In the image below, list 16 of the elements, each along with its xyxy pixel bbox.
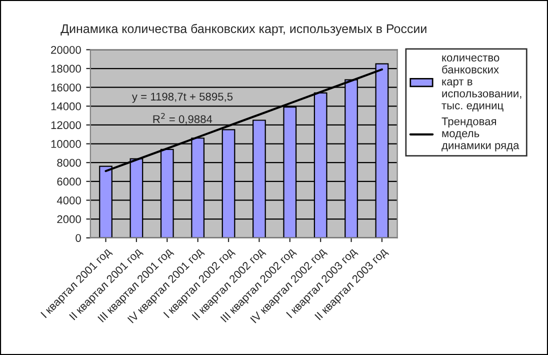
y-tick-label: 6000	[57, 178, 81, 186]
y-tick-label: 4000	[56, 196, 81, 204]
y-tick-label: 0	[76, 234, 81, 242]
y-tick-label: 10000	[51, 140, 81, 148]
annotation: R$^{2}$ = 0,9884	[153, 112, 212, 124]
y-tick-label: 14000	[51, 102, 81, 110]
y-tick-label: 8000	[57, 158, 81, 167]
annotation: y = 1198,7t + 5895,5	[132, 92, 233, 103]
y-tick-label: 16000	[51, 84, 81, 92]
chart-title: Динамика количества банковских карт, используемых в России	[60, 24, 426, 36]
y-tick-label: 2000	[57, 215, 81, 224]
y-tick-label: 20000	[51, 46, 81, 54]
y-tick-label: 18000	[51, 64, 81, 73]
legend-label: Трендовая модель динамики ряда	[442, 118, 520, 152]
y-tick-label: 12000	[51, 121, 81, 130]
legend-label: количество банковских карт в использовании, тыс. единиц	[442, 55, 522, 112]
